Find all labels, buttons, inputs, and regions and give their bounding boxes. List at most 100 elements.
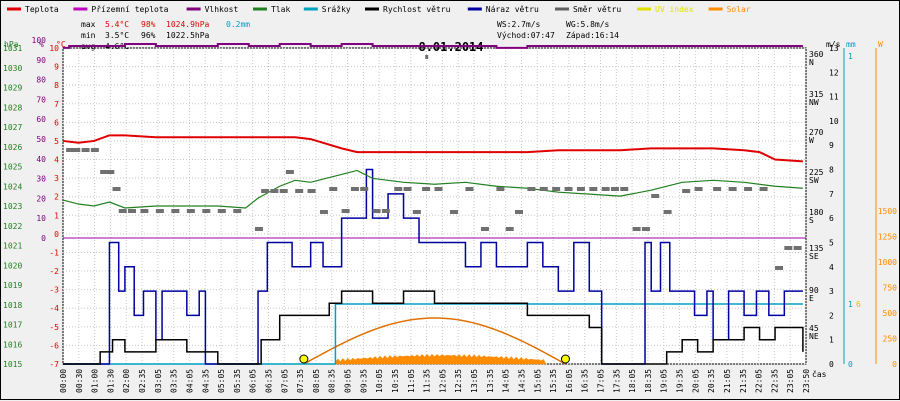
dir-label: 180 <box>809 208 824 217</box>
x-tick-label: 21:05 <box>723 369 732 393</box>
sunset: Západ:16:14 <box>566 31 619 40</box>
x-tick-label: 17:35 <box>612 369 621 393</box>
wind-direction-mark <box>694 187 703 191</box>
ms-tick-label: 9 <box>829 141 834 150</box>
pct-tick-label: 60 <box>36 115 46 124</box>
uv-marker <box>560 354 570 364</box>
wind-direction-mark <box>663 210 672 214</box>
wind-direction-mark <box>381 209 390 213</box>
mm-tick-label: 1 <box>848 300 853 309</box>
hpa-tick-label: 1030 <box>3 64 22 73</box>
x-tick-label: 17:05 <box>596 369 605 393</box>
wind-direction-mark <box>744 187 753 191</box>
legend-label: Srážky <box>322 5 351 14</box>
pct-tick-label: 30 <box>36 175 46 184</box>
wind-direction-mark <box>496 187 505 191</box>
x-tick-label: 00:30 <box>75 369 84 393</box>
stat-max-hum: 98% <box>141 20 156 29</box>
wind-direction-mark <box>72 148 81 152</box>
x-tick-label: 03:05 <box>154 369 163 393</box>
legend-label: Vlhkost <box>205 5 239 14</box>
x-tick-label: 03:35 <box>170 369 179 393</box>
wind-direction-mark <box>307 189 316 193</box>
temp-tick-label: -7 <box>49 360 59 369</box>
wind-direction-mark <box>514 210 523 214</box>
uv-tick-label: 6 <box>856 300 861 309</box>
w-unit: W <box>878 40 883 49</box>
wind-direction-mark <box>233 209 242 213</box>
wind-direction-mark <box>576 187 585 191</box>
temp-tick-label: 6 <box>54 118 59 127</box>
wind-direction-mark <box>641 227 650 231</box>
hpa-tick-label: 1024 <box>3 182 22 191</box>
hpa-tick-label: 1023 <box>3 202 22 211</box>
wind-direction-mark <box>155 209 164 213</box>
legend-label: Solar <box>727 5 751 14</box>
x-tick-label: 19:35 <box>676 369 685 393</box>
series-temperature-line <box>62 134 803 163</box>
x-tick-label: 22:05 <box>755 369 764 393</box>
x-tick-label: 23:05 <box>786 369 795 393</box>
temp-tick-label: 8 <box>54 81 59 90</box>
wind-direction-mark <box>350 187 359 191</box>
temp-tick-label: 3 <box>54 174 59 183</box>
hpa-tick-label: 1015 <box>3 360 22 369</box>
x-tick-label: 01:30 <box>106 369 115 393</box>
series-wind-gust-line <box>63 168 803 365</box>
wind-ws: WS:2.7m/s <box>497 20 541 29</box>
dir-label: E <box>809 294 814 303</box>
x-tick-label: 15:35 <box>549 369 558 393</box>
x-tick-label: 12:35 <box>454 369 463 393</box>
dir-label: 135 <box>809 244 824 253</box>
wind-direction-mark <box>295 189 304 193</box>
wind-direction-mark <box>319 210 328 214</box>
wind-direction-mark <box>186 209 195 213</box>
ms-tick-label: 1 <box>829 336 834 345</box>
dir-label: 360 <box>809 50 824 59</box>
ms-tick-label: 5 <box>829 238 834 247</box>
mm-unit: mm <box>846 40 856 49</box>
wind-direction-mark <box>651 194 660 198</box>
x-tick-label: 19:05 <box>660 369 669 393</box>
dir-label: NE <box>809 332 819 341</box>
x-tick-label: 11:05 <box>407 369 416 393</box>
x-tick-label: 13:05 <box>470 369 479 393</box>
temp-tick-label: 1 <box>54 211 59 220</box>
temp-tick-label: 5 <box>54 137 59 146</box>
hpa-tick-label: 1020 <box>3 261 22 270</box>
ms-tick-label: 2 <box>829 311 834 320</box>
wind-direction-mark <box>66 148 75 152</box>
x-tick-label: 00:00 <box>59 369 68 393</box>
x-tick-label: 05:05 <box>217 369 226 393</box>
wind-direction-mark <box>360 187 369 191</box>
hpa-tick-label: 1022 <box>3 222 22 231</box>
pct-tick-label: 0 <box>41 234 46 243</box>
x-tick-label: 22:35 <box>770 369 779 393</box>
temp-tick-label: -2 <box>49 267 59 276</box>
dir-label: SE <box>809 252 819 261</box>
series-humidity-line <box>63 42 803 49</box>
ms-tick-label: 3 <box>829 287 834 296</box>
wind-direction-mark <box>202 209 211 213</box>
wind-direction-mark <box>620 187 629 191</box>
wind-direction-mark <box>403 187 412 191</box>
hpa-tick-label: 1017 <box>3 321 22 330</box>
x-tick-label: 04:05 <box>185 369 194 393</box>
wind-direction-mark <box>285 170 294 174</box>
wind-direction-mark <box>118 209 127 213</box>
x-tick-label: 11:35 <box>423 369 432 393</box>
wind-direction-mark <box>81 148 90 152</box>
dir-label: N <box>809 58 814 67</box>
legend-label: Tlak <box>271 5 290 14</box>
wind-wg: WG:5.8m/s <box>566 20 610 29</box>
w-tick-label: 250 <box>883 335 898 344</box>
legend-label: Náraz větru <box>486 5 539 14</box>
wind-direction-mark <box>254 227 263 231</box>
chart-title: 8.01.2014 <box>418 40 483 54</box>
wind-direction-mark <box>601 187 610 191</box>
x-tick-label: 16:05 <box>565 369 574 393</box>
pct-tick-label: 100 <box>32 36 47 45</box>
dir-label: 270 <box>809 128 824 137</box>
